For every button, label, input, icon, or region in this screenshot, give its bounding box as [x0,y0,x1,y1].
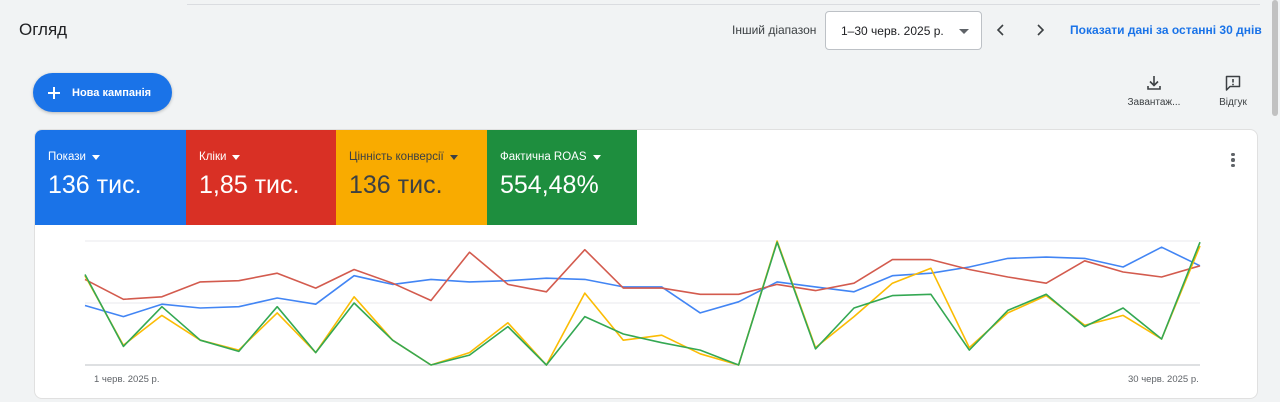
metric-label: Фактична ROAS [500,151,587,163]
metric-label: Покази [48,151,86,163]
performance-card: Покази 136 тис. Кліки 1,85 тис. Цінність… [34,129,1258,399]
metric-value: 136 тис. [349,171,443,199]
more-vert-icon [1231,152,1235,157]
feedback-button[interactable]: Відгук [1210,74,1256,108]
metric-tile-impressions[interactable]: Покази 136 тис. [35,130,186,225]
metric-label: Цінність конверсії [349,151,444,163]
caret-down-icon[interactable] [232,154,241,160]
page-scrollbar[interactable] [1272,0,1278,116]
x-tick-label-end: 30 черв. 2025 р. [1128,374,1199,385]
previous-period-button[interactable] [990,19,1012,41]
page-title: Огляд [19,20,68,39]
new-campaign-label: Нова кампанія [72,86,152,99]
caret-down-icon [959,29,969,34]
series-line-roas [84,241,1201,366]
chevron-left-icon [996,24,1004,36]
metric-tile-conversion-value[interactable]: Цінність конверсії 136 тис. [336,130,487,225]
metric-value: 1,85 тис. [199,171,300,199]
download-label: Завантаж... [1127,97,1181,108]
caret-down-icon[interactable] [449,154,458,160]
metric-label: Кліки [199,151,227,163]
line-chart [84,240,1201,366]
download-button[interactable]: Завантаж... [1122,74,1186,108]
top-divider [187,4,1260,5]
next-period-button[interactable] [1029,19,1051,41]
feedback-icon [1225,75,1241,91]
date-range-value: 1–30 черв. 2025 р. [841,23,944,38]
feedback-label: Відгук [1219,97,1247,108]
date-range-select[interactable]: 1–30 черв. 2025 р. [825,11,982,50]
metric-value: 554,48% [500,171,599,199]
caret-down-icon[interactable] [91,154,100,160]
metric-tile-clicks[interactable]: Кліки 1,85 тис. [186,130,336,225]
chevron-right-icon [1037,24,1045,36]
new-campaign-button[interactable]: Нова кампанія [33,73,172,112]
more-options-button[interactable] [1225,150,1241,170]
series-line-impressions [84,246,1201,318]
metric-tile-roas[interactable]: Фактична ROAS 554,48% [487,130,637,225]
metric-value: 136 тис. [48,171,142,199]
plus-icon [48,86,60,99]
range-label: Інший діапазон [732,23,817,37]
download-icon [1147,76,1161,90]
last-30-days-link[interactable]: Показати дані за останні 30 днів [1070,23,1262,37]
series-line-clicks [84,248,1201,302]
metric-tiles: Покази 136 тис. Кліки 1,85 тис. Цінність… [35,130,637,225]
x-tick-label-start: 1 черв. 2025 р. [94,374,160,385]
caret-down-icon[interactable] [592,154,601,160]
